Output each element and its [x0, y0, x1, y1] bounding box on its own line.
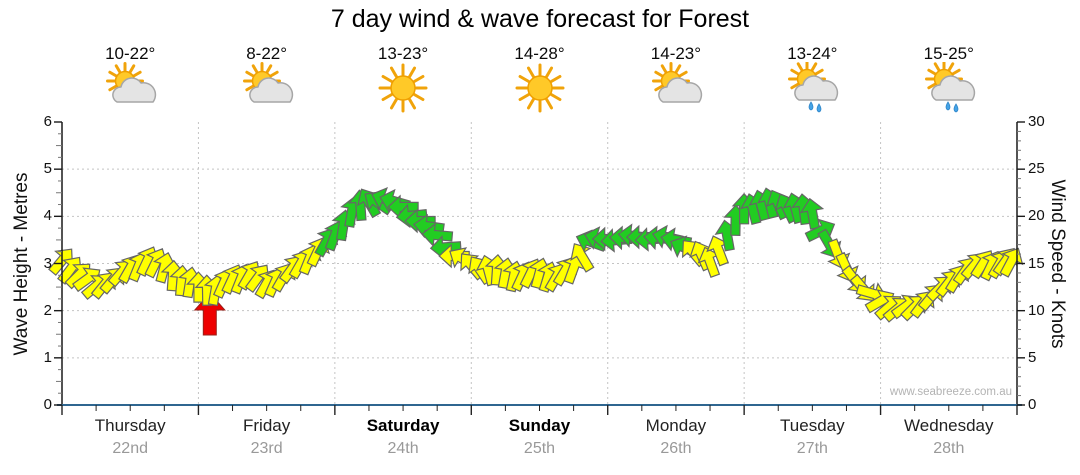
- day-date: 24th: [387, 440, 419, 457]
- day-date: 23rd: [250, 440, 283, 457]
- sun-cloud-icon: [235, 62, 299, 118]
- day-name: Monday: [645, 416, 707, 435]
- day-date: 22nd: [112, 440, 148, 457]
- y-tick-label-left: 2: [43, 301, 52, 319]
- day-temp: 14-28°: [514, 44, 565, 63]
- sun-cloud-icon: [644, 62, 708, 118]
- day-name: Friday: [243, 416, 291, 435]
- day-temp: 8-22°: [246, 44, 288, 63]
- day-name: Tuesday: [780, 416, 845, 435]
- day-temp: 14-23°: [650, 44, 702, 63]
- chart-title: 7 day wind & wave forecast for Forest: [330, 5, 750, 33]
- left-axis-title: Wave Height - Metres: [11, 172, 32, 356]
- gridlines: [62, 122, 1017, 405]
- y-tick-label-left: 3: [43, 254, 52, 272]
- y-tick-label-right: 10: [1028, 301, 1045, 319]
- y-tick-label-left: 4: [43, 207, 52, 225]
- y-tick-label-right: 20: [1028, 207, 1045, 225]
- sun-cloud-rain-icon: [780, 62, 844, 118]
- day-temp: 15-25°: [923, 44, 974, 63]
- axes: [54, 121, 1025, 415]
- day-temp: 13-24°: [787, 44, 838, 63]
- y-tick-label-right: 15: [1028, 254, 1045, 272]
- y-tick-label-left: 1: [43, 348, 52, 366]
- sun-cloud-rain-icon: [917, 62, 981, 118]
- wind-arrows-layer: [48, 186, 1024, 323]
- watermark: www.seabreeze.com.au: [889, 386, 1012, 398]
- sun-icon: [508, 62, 572, 118]
- day-date: 27th: [796, 440, 828, 457]
- day-temp: 10-22°: [105, 44, 156, 63]
- y-tick-label-left: 0: [43, 396, 52, 413]
- y-tick-label-left: 6: [43, 113, 52, 130]
- y-tick-label-left: 5: [43, 160, 52, 178]
- y-tick-label-right: 0: [1028, 396, 1037, 413]
- day-date: 28th: [933, 440, 965, 457]
- day-name: Wednesday: [904, 416, 994, 435]
- day-name: Sunday: [508, 416, 571, 435]
- y-tick-label-right: 25: [1028, 160, 1045, 178]
- y-tick-label-right: 30: [1028, 113, 1045, 130]
- sun-cloud-icon: [98, 62, 162, 118]
- day-temp: 13-23°: [377, 44, 429, 63]
- day-name: Saturday: [366, 416, 440, 435]
- wind-arrow: [570, 243, 595, 273]
- y-tick-label-right: 5: [1028, 348, 1037, 366]
- sun-icon: [371, 62, 435, 118]
- day-name: Thursday: [94, 416, 166, 435]
- day-date: 25th: [523, 440, 556, 457]
- day-date: 26th: [660, 440, 692, 457]
- right-axis-title: Wind Speed - Knots: [1047, 179, 1068, 349]
